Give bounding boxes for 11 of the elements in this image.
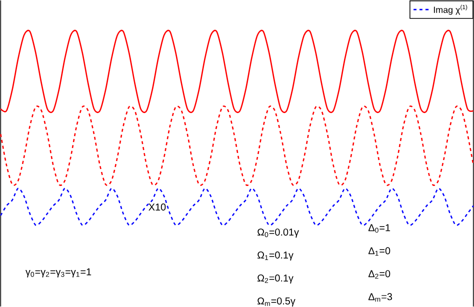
text: Δ$_{1}$=0 — [368, 247, 390, 256]
text: Δ$_{m}$=3 — [368, 292, 392, 302]
text: γ$_{0}$=γ$_{2}$=γ$_{3}$=γ$_{1}$=1 — [26, 268, 92, 278]
text: Ω$_{1}$=0.1γ — [258, 251, 294, 260]
text: Δ$_{2}$=0 — [368, 270, 390, 278]
annotation: X10 — [148, 203, 166, 210]
legend-label: Imag χ$^{(1)}$ — [434, 4, 468, 15]
text: Ω$_{2}$=0.1γ — [258, 274, 294, 284]
annotation: Δ$_{0}$=1 — [368, 224, 390, 232]
text: Ω$_{0}$=0.01γ — [258, 228, 299, 238]
text: Ω$_{m}$=0.5γ — [258, 297, 296, 306]
